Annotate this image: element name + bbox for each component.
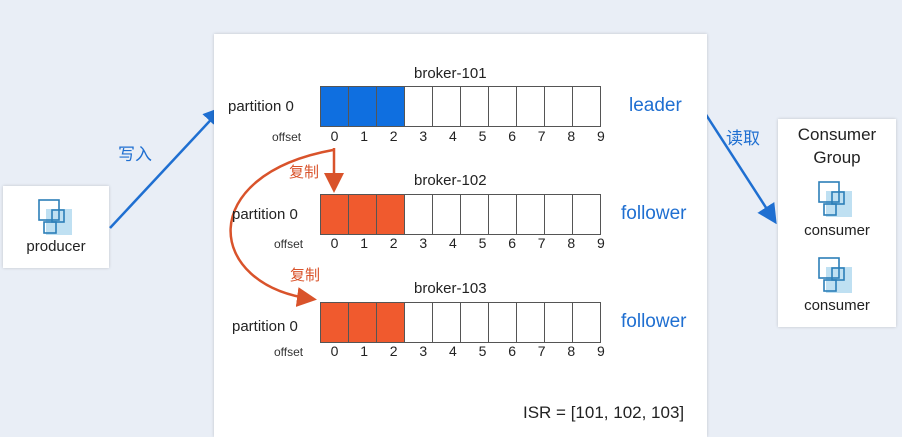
partition-log	[320, 302, 601, 343]
copy-label-2: 复制	[290, 266, 321, 284]
log-cell-empty	[488, 86, 517, 127]
copy-arrow-2	[229, 148, 334, 307]
offset-number: 9	[596, 343, 605, 359]
app-block-icon	[818, 181, 853, 217]
log-cell-empty	[516, 86, 545, 127]
offset-number: 7	[537, 343, 546, 359]
log-cell-empty	[572, 194, 601, 235]
consumer-label: consumer	[804, 222, 870, 239]
offset-number: 4	[448, 128, 457, 144]
log-cell-empty	[460, 194, 489, 235]
log-cell-empty	[488, 302, 517, 343]
log-cell-filled	[376, 86, 405, 127]
log-cell-empty	[544, 86, 573, 127]
log-cell-filled	[376, 302, 405, 343]
offset-label: offset	[274, 345, 304, 359]
role-label: follower	[621, 311, 687, 332]
offset-number: 4	[448, 235, 457, 251]
offset-number: 3	[419, 343, 428, 359]
broker-name: broker-103	[414, 280, 487, 297]
log-cell-filled	[376, 194, 405, 235]
offset-number: 2	[389, 235, 398, 251]
broker-name: broker-102	[414, 172, 487, 189]
log-cell-empty	[404, 86, 433, 127]
offset-number: 4	[448, 343, 457, 359]
consumer-group-card: Consumer Group consumer consumer	[778, 119, 896, 327]
copy-label-1: 复制	[289, 163, 320, 181]
partition-label: partition 0	[228, 98, 294, 115]
offset-number: 6	[508, 343, 516, 359]
offset-number: 5	[478, 235, 487, 251]
offset-number: 6	[508, 235, 516, 251]
partition-label: partition 0	[232, 206, 298, 223]
consumer-label: consumer	[804, 297, 870, 314]
offset-number: 0	[330, 343, 339, 359]
log-cell-filled	[348, 302, 377, 343]
offset-number: 0	[330, 235, 339, 251]
offset-number: 1	[360, 343, 368, 359]
log-cell-empty	[572, 86, 601, 127]
group-title-line1: Consumer	[797, 125, 877, 144]
log-cell-filled	[320, 86, 349, 127]
offset-number: 2	[389, 128, 398, 144]
producer-label: producer	[26, 238, 86, 255]
producer-card: producer	[3, 186, 109, 268]
offset-number: 1	[360, 235, 368, 251]
write-arrow	[109, 106, 224, 229]
offset-number: 7	[537, 235, 546, 251]
log-cell-empty	[572, 302, 601, 343]
offset-number: 8	[567, 235, 576, 251]
broker-name: broker-101	[414, 65, 487, 82]
partition-log	[320, 194, 601, 235]
offset-number: 0	[330, 128, 339, 144]
log-cell-filled	[320, 302, 349, 343]
log-cell-empty	[432, 302, 461, 343]
partition-label: partition 0	[232, 318, 298, 335]
log-cell-empty	[544, 302, 573, 343]
offset-number: 1	[360, 128, 368, 144]
log-cell-empty	[544, 194, 573, 235]
offset-number: 9	[596, 235, 605, 251]
log-cell-filled	[348, 86, 377, 127]
log-cell-empty	[404, 194, 433, 235]
offset-label: offset	[272, 130, 302, 144]
offset-number: 3	[419, 235, 428, 251]
log-cell-empty	[432, 86, 461, 127]
role-label: follower	[621, 203, 687, 224]
offset-number: 7	[537, 128, 546, 144]
offset-number: 3	[419, 128, 428, 144]
read-arrow	[701, 109, 777, 225]
read-label: 读取	[726, 129, 760, 149]
write-label: 写入	[118, 145, 152, 165]
log-cell-empty	[488, 194, 517, 235]
offset-number: 5	[478, 128, 487, 144]
app-block-icon	[818, 257, 853, 293]
role-label: leader	[629, 95, 682, 116]
isr-label: ISR = [101, 102, 103]	[523, 403, 685, 422]
offset-number: 2	[389, 343, 398, 359]
log-cell-filled	[320, 194, 349, 235]
log-cell-empty	[460, 86, 489, 127]
log-cell-empty	[404, 302, 433, 343]
log-cell-filled	[348, 194, 377, 235]
log-cell-empty	[460, 302, 489, 343]
log-cell-empty	[432, 194, 461, 235]
log-cell-empty	[516, 194, 545, 235]
log-cell-empty	[516, 302, 545, 343]
group-title-line2: Group	[813, 148, 861, 167]
offset-number: 9	[596, 128, 605, 144]
offset-label: offset	[274, 237, 304, 251]
offset-number: 8	[567, 343, 576, 359]
offset-number: 8	[567, 128, 576, 144]
offset-number: 5	[478, 343, 487, 359]
partition-log	[320, 86, 601, 127]
offset-number: 6	[508, 128, 516, 144]
